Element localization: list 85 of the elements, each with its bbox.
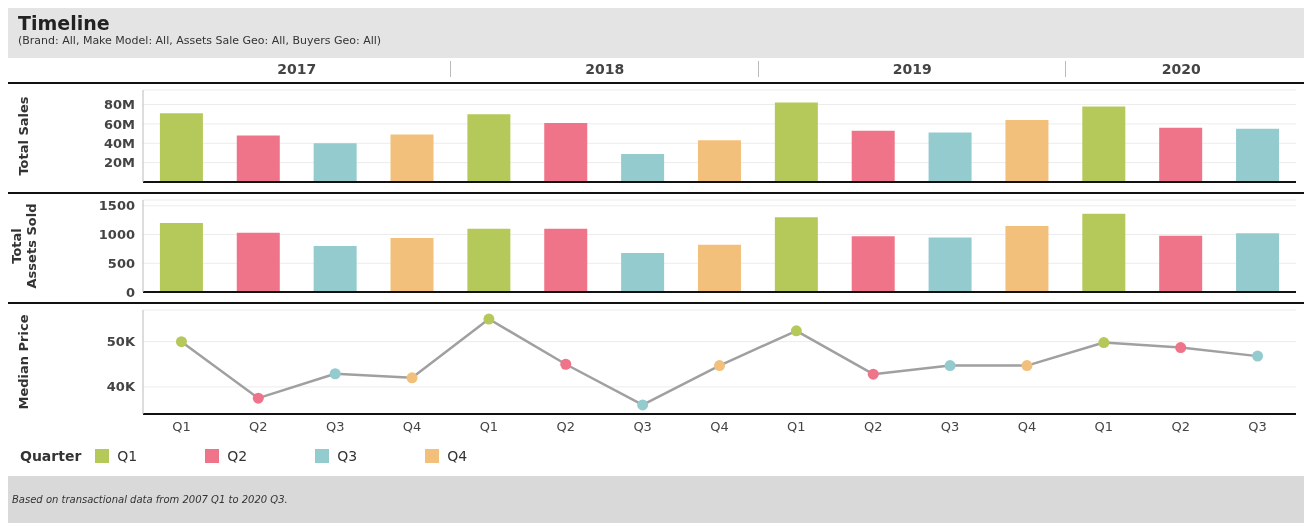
bar <box>621 153 665 182</box>
point <box>1175 342 1187 354</box>
bar <box>851 236 895 292</box>
bar <box>544 122 588 182</box>
legend-label: Q2 <box>226 448 249 464</box>
point <box>714 360 725 372</box>
x-tick-label: Q2 <box>863 419 883 435</box>
bar <box>1005 120 1049 182</box>
bar <box>1159 235 1203 292</box>
bar <box>159 223 203 292</box>
point <box>1021 360 1033 372</box>
point <box>867 368 879 380</box>
chart-title: Timeline <box>18 12 111 34</box>
point <box>637 399 649 411</box>
bar <box>236 135 280 182</box>
bar <box>1236 128 1280 182</box>
bar <box>1159 127 1203 182</box>
bar <box>621 252 665 292</box>
bar <box>1082 213 1126 292</box>
y-tick-label: 0 <box>125 284 135 300</box>
text: 2017 <box>276 61 318 77</box>
legend-label: Q3 <box>336 448 359 464</box>
y-tick-label: 500 <box>107 255 135 271</box>
y-tick-label: 40M <box>103 135 135 151</box>
x-tick-label: Q4 <box>402 419 422 435</box>
x-tick-label: Q1 <box>479 419 499 435</box>
bar <box>159 113 203 182</box>
text: 2018 <box>450 61 758 77</box>
y-tick-label: 20M <box>103 155 135 171</box>
x-tick-label: Q2 <box>249 419 268 435</box>
x-tick-label: Q4 <box>710 419 729 435</box>
y-tick-label: 1000 <box>98 227 135 243</box>
x-tick-label: Q4 <box>1017 419 1037 435</box>
bar <box>236 232 280 292</box>
point <box>175 336 187 348</box>
bar <box>774 102 818 182</box>
bar <box>1082 106 1126 182</box>
y-axis-title: Total Assets Sold <box>8 203 39 289</box>
bar <box>851 130 895 182</box>
point <box>483 313 495 325</box>
x-tick-label: Q3 <box>1248 419 1267 435</box>
y-axis-title: Median Price <box>16 314 31 410</box>
bar <box>544 228 588 292</box>
bar <box>928 132 972 182</box>
text: 2020 <box>1065 61 1296 77</box>
point <box>560 358 572 370</box>
x-tick-label: Q2 <box>556 419 576 435</box>
point <box>1252 350 1264 362</box>
bar <box>1005 225 1049 292</box>
legend-label: Q1 <box>116 448 139 464</box>
x-tick-label: Q3 <box>940 419 960 435</box>
y-tick-label: 80M <box>103 97 135 113</box>
bar <box>390 134 434 182</box>
legend-label: Q4 <box>446 448 469 464</box>
text: Based on transactional data from 2007 Q1 to 2020 Q3. <box>12 494 289 505</box>
y-tick-label: 1500 <box>98 198 135 214</box>
y-tick-label: 40K <box>106 379 136 395</box>
x-tick-label: Q2 <box>1171 419 1190 435</box>
x-tick-label: Q1 <box>1094 419 1114 435</box>
point <box>406 372 418 384</box>
text: 2019 <box>757 61 1066 77</box>
x-tick-label: Q3 <box>633 419 652 435</box>
bar <box>390 237 434 292</box>
legend-title: Quarter <box>20 448 82 464</box>
bar <box>697 140 741 182</box>
bar <box>928 237 972 292</box>
point <box>252 392 264 404</box>
bar <box>774 217 818 292</box>
point <box>790 325 802 337</box>
bar <box>467 114 511 182</box>
bar <box>1236 233 1280 292</box>
bar <box>313 246 357 292</box>
x-tick-label: Q1 <box>172 419 191 435</box>
x-tick-label: Q1 <box>787 419 806 435</box>
chart-subtitle: (Brand: All, Make Model: All, Assets Sale Geo: All, Buyers Geo: All) <box>18 34 383 47</box>
point <box>944 360 956 372</box>
y-axis-title: Total Sales <box>16 96 31 176</box>
y-tick-label: 60M <box>103 116 135 132</box>
bar <box>313 143 357 182</box>
bar <box>697 244 741 292</box>
point <box>1098 337 1110 349</box>
y-tick-label: 50K <box>106 334 136 350</box>
point <box>329 368 341 380</box>
x-tick-label: Q3 <box>325 419 345 435</box>
bar <box>467 228 511 292</box>
